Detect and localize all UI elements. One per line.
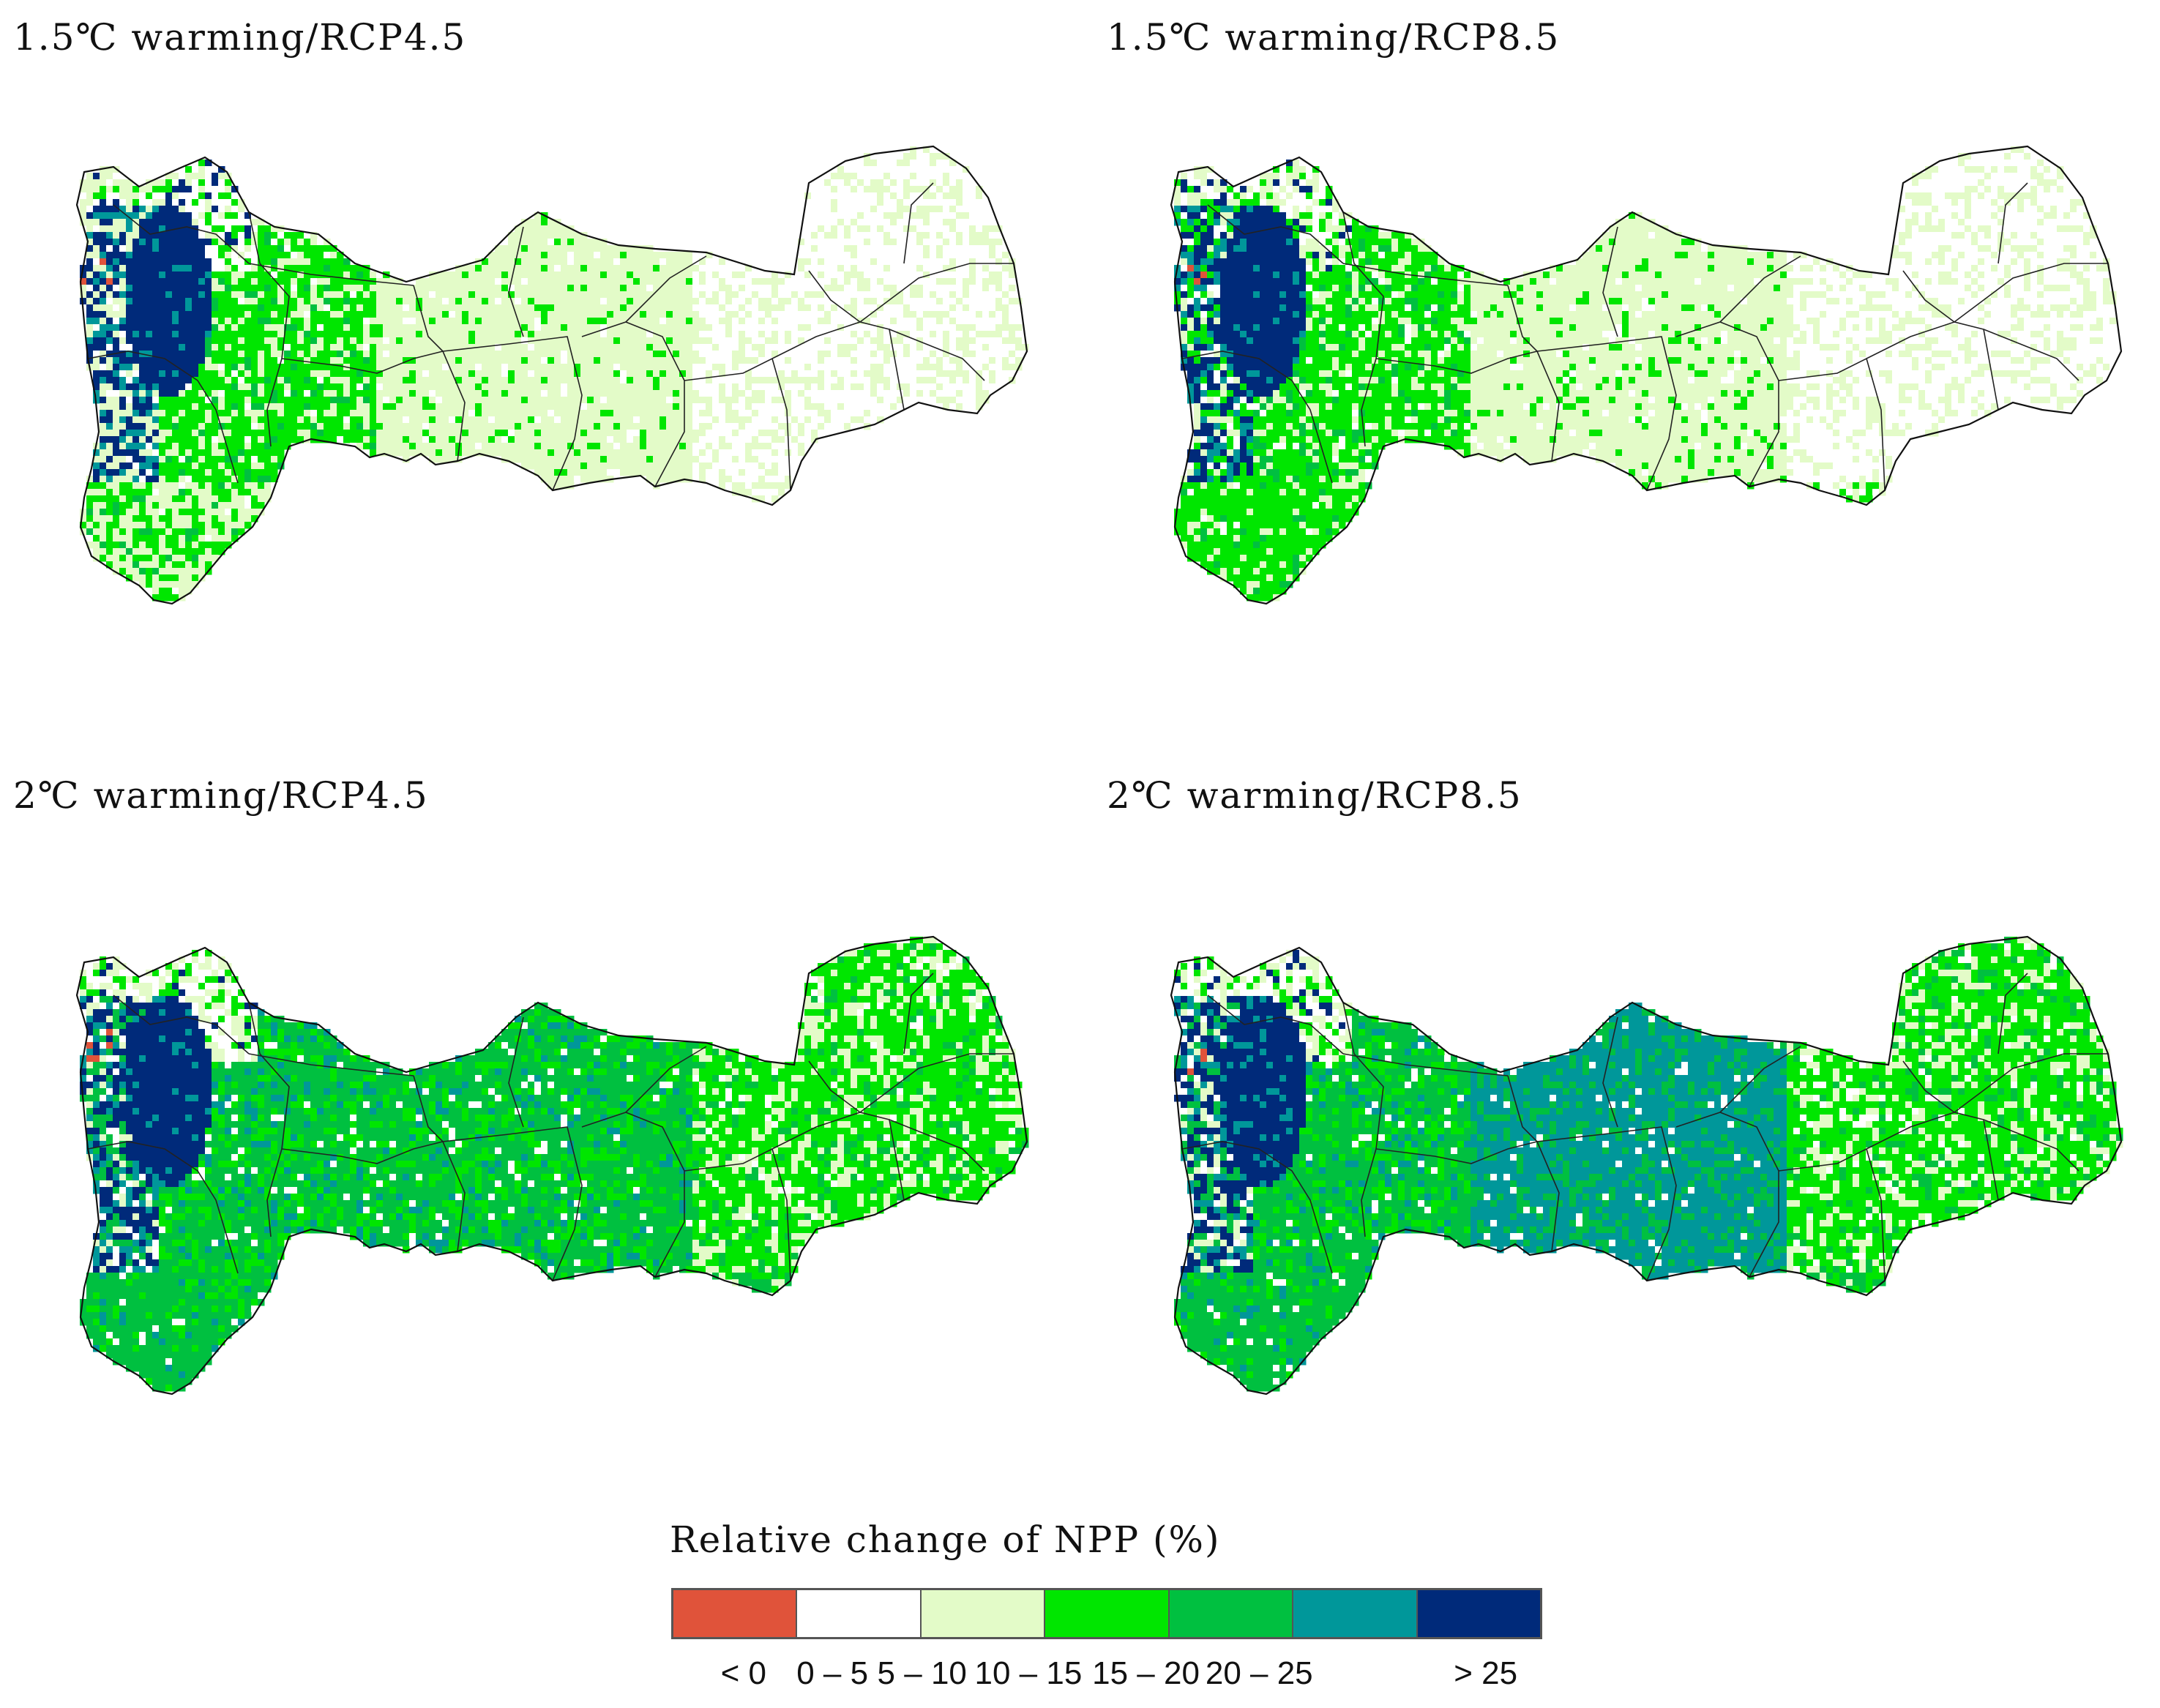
legend-label-10-15: 10 – 15: [974, 1655, 1082, 1692]
legend-title: Relative change of NPP (%): [670, 1518, 1221, 1561]
legend-label-15-20: 15 – 20: [1092, 1655, 1200, 1692]
legend-labels: < 0 0 – 5 5 – 10 10 – 15 15 – 20 20 – 25…: [671, 1655, 1542, 1699]
legend-color-bar: [671, 1588, 1542, 1639]
legend-swatch-20-25: [1293, 1590, 1418, 1637]
region-outline: [75, 935, 1028, 1396]
legend-label-20-25: 20 – 25: [1206, 1655, 1313, 1692]
legend-label-gt25: > 25: [1454, 1655, 1517, 1692]
panel-title-2: 1.5℃ warming/RCP8.5: [1107, 16, 1560, 59]
npp-map-4: [1170, 935, 2123, 1396]
npp-map-1: [75, 145, 1029, 605]
province-boundaries: [87, 182, 1014, 491]
npp-map-3: [75, 935, 1029, 1396]
legend-swatch-gt25: [1417, 1590, 1540, 1637]
legend-swatch-lt0: [673, 1590, 798, 1637]
raster-cells: [1174, 146, 2123, 602]
province-boundaries: [1181, 973, 2108, 1281]
legend-swatch-5-10: [921, 1590, 1046, 1637]
npp-map-2: [1170, 145, 2123, 605]
raster-cells: [80, 146, 1029, 602]
province-boundaries: [87, 973, 1014, 1281]
legend-swatch-15-20: [1169, 1590, 1294, 1637]
legend-label-5-10: 5 – 10: [878, 1655, 967, 1692]
region-outline: [1170, 145, 2123, 605]
raster-cells: [80, 937, 1029, 1392]
province-boundaries: [1181, 182, 2108, 491]
region-outline: [75, 145, 1028, 605]
legend-label-0-5: 0 – 5: [796, 1655, 868, 1692]
raster-cells: [1174, 937, 2123, 1392]
panel-title-3: 2℃ warming/RCP4.5: [13, 774, 429, 817]
legend-label-lt0: < 0: [721, 1655, 766, 1692]
panel-title-1: 1.5℃ warming/RCP4.5: [13, 16, 466, 59]
region-outline: [1170, 935, 2123, 1396]
legend-swatch-0-5: [797, 1590, 922, 1637]
panel-title-4: 2℃ warming/RCP8.5: [1107, 774, 1522, 817]
legend-swatch-10-15: [1045, 1590, 1170, 1637]
